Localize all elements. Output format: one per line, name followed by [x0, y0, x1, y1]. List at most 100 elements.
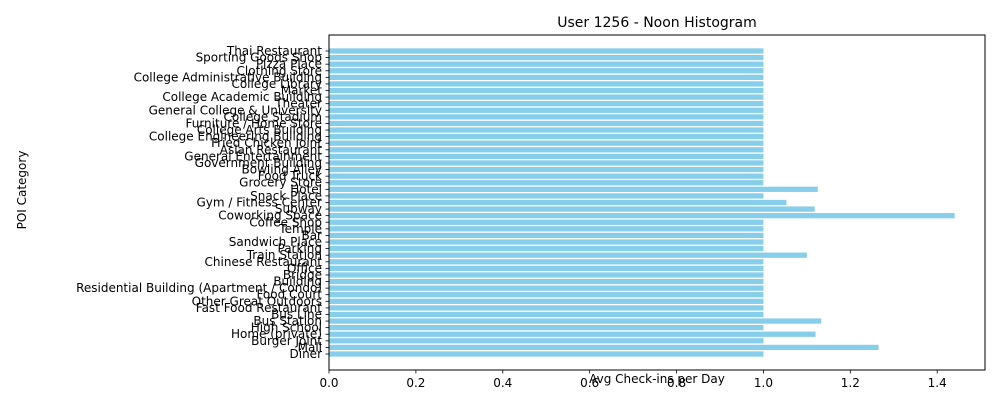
y-tick-label: Bus Station — [253, 314, 322, 328]
bar — [329, 245, 764, 252]
bar — [329, 331, 816, 337]
bar — [329, 226, 764, 232]
y-axis-title: POI Category — [15, 151, 29, 230]
x-tick-label: 0.0 — [319, 376, 338, 390]
y-tick-label: Fast Food Restaurant — [196, 301, 323, 315]
y-tick-label: Parking — [278, 242, 323, 256]
y-tick-label: Grocery Store — [239, 176, 322, 190]
bar — [329, 133, 764, 140]
bars-group — [329, 48, 955, 357]
bar — [329, 180, 764, 186]
y-tick-label: Asian Restaurant — [220, 143, 323, 157]
bar — [329, 272, 764, 278]
y-tick-label: College Administrative Building — [134, 70, 322, 84]
y-tick-label: Chinese Restaurant — [205, 255, 323, 269]
y-tick-label: Theater — [274, 97, 322, 111]
y-tick-label: Hotel — [290, 182, 322, 196]
y-tick-label: Building — [273, 275, 322, 289]
bar — [329, 318, 822, 324]
y-tick-label: Clothing Store — [237, 64, 322, 78]
bar — [329, 265, 764, 272]
bar — [329, 81, 764, 87]
x-tick-label: 1.4 — [928, 376, 947, 390]
bar — [329, 239, 764, 245]
bar — [329, 232, 764, 239]
y-tick-label: Thai Restaurant — [226, 44, 322, 58]
y-tick-label: Sandwich Place — [229, 235, 322, 249]
y-tick-label: Snack Place — [250, 189, 322, 203]
bar — [329, 351, 764, 357]
x-axis-ticks: 0.0 0.2 0.4 0.6 0.8 1.0 1.2 1.4 — [319, 370, 947, 390]
x-tick-label: 0.6 — [580, 376, 599, 390]
x-tick-label: 1.2 — [841, 376, 860, 390]
y-tick-label: Market — [281, 84, 323, 98]
y-tick-label: Train Station — [246, 248, 322, 262]
y-tick-label: Subway — [275, 202, 322, 216]
bar — [329, 325, 764, 331]
y-tick-label: Bar — [301, 228, 322, 242]
y-tick-label: Home (private) — [231, 327, 322, 341]
bar — [329, 206, 815, 212]
y-tick-label: Office — [287, 261, 322, 275]
y-tick-label: Residential Building (Apartment / Condo) — [76, 281, 322, 295]
bar — [329, 298, 764, 304]
bar — [329, 54, 764, 61]
y-tick-label: Burger Joint — [251, 334, 322, 348]
bar — [329, 147, 764, 153]
bar — [329, 259, 764, 265]
bar — [329, 213, 955, 219]
bar — [329, 48, 764, 54]
x-axis-title: Avg Check-ins per Day — [589, 372, 725, 386]
y-tick-label: Sporting Goods Shop — [196, 51, 322, 65]
bar — [329, 107, 764, 113]
bar — [329, 173, 764, 179]
y-tick-label: Temple — [278, 222, 322, 236]
bar — [329, 120, 764, 127]
bar — [329, 193, 764, 199]
bar — [329, 278, 764, 285]
y-tick-label: Pizza Place — [256, 57, 322, 71]
bar — [329, 74, 764, 80]
bar — [329, 114, 764, 120]
y-tick-label: Bowling Alley — [242, 163, 322, 177]
y-tick-label: Gym / Fitness Center — [196, 196, 322, 210]
y-tick-label: High School — [251, 321, 322, 335]
x-tick-label: 0.2 — [406, 376, 425, 390]
y-tick-label: General College & University — [149, 103, 322, 117]
bar — [329, 101, 764, 107]
y-tick-label: Coffee Shop — [249, 215, 322, 229]
bar — [329, 199, 787, 206]
y-tick-label: College Engineering Building — [149, 130, 322, 144]
bar — [329, 252, 807, 258]
y-tick-label: College Arts Building — [197, 123, 322, 137]
bar — [329, 292, 764, 298]
y-tick-label: Bus Line — [271, 307, 322, 321]
bar — [329, 338, 764, 344]
bar — [329, 344, 879, 351]
y-tick-label: Food Truck — [258, 169, 322, 183]
bar — [329, 94, 764, 100]
bar — [329, 127, 764, 133]
bar — [329, 140, 764, 146]
bar — [329, 61, 764, 67]
bar — [329, 311, 764, 318]
bar — [329, 186, 818, 192]
y-tick-label: Food Court — [256, 288, 322, 302]
bar — [329, 166, 764, 173]
bar — [329, 160, 764, 166]
x-tick-label: 0.8 — [667, 376, 686, 390]
bar — [329, 305, 764, 311]
y-tick-label: Diner — [290, 347, 323, 361]
y-tick-label: Government Building — [195, 156, 322, 170]
y-tick-label: Other Great Outdoors — [192, 294, 322, 308]
y-tick-label: College Stadium — [223, 110, 322, 124]
y-tick-label: Mall — [298, 340, 322, 354]
y-tick-label: Furniture / Home Store — [185, 116, 322, 130]
y-tick-label: College Academic Building — [162, 90, 322, 104]
y-tick-label: College Library — [231, 77, 322, 91]
y-tick-label: Coworking Space — [218, 209, 322, 223]
bar — [329, 87, 764, 94]
bar — [329, 153, 764, 160]
